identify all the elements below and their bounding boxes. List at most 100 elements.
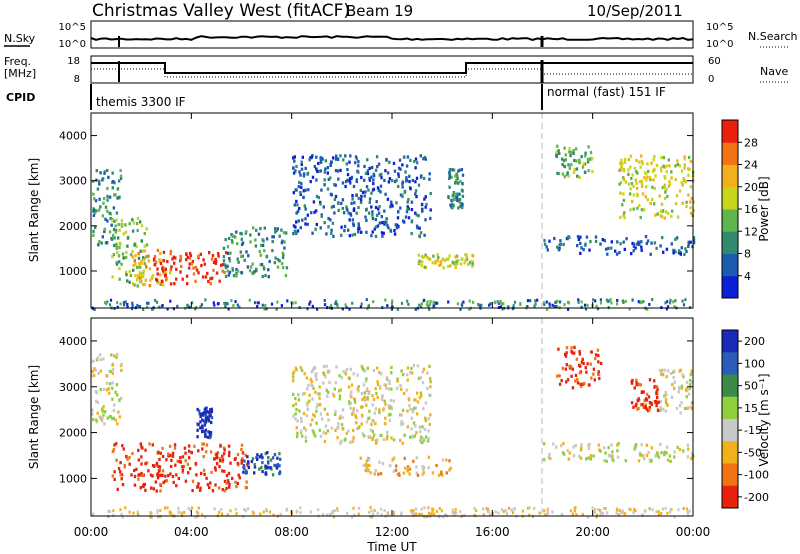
scatter-cell	[589, 150, 593, 155]
scatter-cell	[262, 265, 265, 269]
scatter-cell	[313, 164, 316, 169]
scatter-cell	[400, 387, 403, 391]
scatter-cell	[193, 444, 196, 448]
scatter-cell	[111, 219, 114, 223]
scatter-cell	[618, 182, 621, 186]
ground-scatter-point	[442, 515, 445, 519]
ground-scatter-point	[669, 508, 672, 512]
ground-scatter-point	[420, 512, 423, 516]
scatter-cell	[147, 254, 150, 258]
scatter-cell	[102, 197, 106, 201]
ground-scatter-point	[218, 510, 221, 514]
scatter-cell	[416, 473, 420, 477]
scatter-cell	[315, 405, 318, 409]
scatter-cell	[646, 409, 650, 413]
scatter-cell	[201, 411, 204, 416]
ground-scatter-point	[474, 509, 478, 513]
scatter-cell	[114, 193, 117, 197]
ground-scatter-point	[309, 510, 312, 514]
scatter-cell	[122, 447, 125, 451]
scatter-cell	[666, 403, 669, 407]
scatter-cell	[323, 178, 326, 182]
scatter-cell	[424, 205, 427, 209]
scatter-cell	[208, 251, 211, 255]
scatter-cell	[655, 246, 658, 250]
scatter-cell	[435, 463, 438, 468]
ground-scatter-point	[306, 307, 309, 311]
scatter-cell	[405, 210, 409, 214]
scatter-cell	[156, 272, 159, 276]
scatter-cell	[118, 267, 121, 271]
scatter-cell	[561, 172, 565, 176]
ground-scatter-point	[235, 512, 238, 516]
scatter-cell	[217, 486, 221, 490]
scatter-cell	[578, 363, 581, 367]
scatter-cell	[680, 181, 683, 185]
scatter-cell	[106, 194, 109, 198]
scatter-cell	[120, 362, 123, 367]
scatter-cell	[573, 168, 576, 172]
scatter-cell	[119, 174, 123, 178]
scatter-cell	[376, 213, 379, 217]
scatter-cell	[577, 237, 581, 241]
scatter-cell	[398, 158, 402, 162]
scatter-cell	[643, 208, 646, 212]
scatter-cell	[326, 394, 329, 398]
scatter-cell	[585, 457, 588, 461]
scatter-cell	[94, 368, 97, 372]
scatter-cell	[414, 180, 417, 184]
ground-scatter-point	[357, 512, 360, 516]
scatter-cell	[623, 247, 626, 251]
scatter-cell	[454, 265, 457, 269]
scatter-cell	[458, 198, 462, 202]
scatter-cell	[555, 153, 559, 157]
scatter-cell	[341, 416, 344, 420]
scatter-cell	[129, 253, 133, 257]
scatter-cell	[357, 426, 360, 430]
scatter-cell	[590, 350, 593, 354]
ground-scatter-point	[197, 506, 200, 510]
ground-scatter-point	[126, 305, 129, 309]
scatter-cell	[389, 229, 393, 233]
scatter-cell	[159, 251, 162, 256]
scatter-cell	[392, 161, 396, 165]
scatter-cell	[303, 426, 306, 430]
scatter-cell	[441, 473, 444, 477]
scatter-cell	[157, 469, 161, 473]
scatter-cell	[311, 397, 314, 401]
scatter-cell	[681, 373, 684, 377]
scatter-cell	[259, 263, 262, 267]
ground-scatter-point	[583, 303, 587, 307]
scatter-cell	[659, 214, 662, 218]
scatter-cell	[674, 178, 677, 182]
scatter-cell	[563, 165, 567, 169]
ground-scatter-point	[502, 510, 505, 514]
ground-scatter-point	[432, 303, 435, 307]
scatter-cell	[635, 181, 638, 185]
colorbar-swatch	[722, 253, 738, 277]
scatter-cell	[345, 205, 348, 209]
scatter-cell	[381, 221, 384, 225]
ground-scatter-point	[427, 511, 431, 515]
scatter-cell	[390, 407, 393, 411]
scatter-cell	[185, 274, 189, 278]
scatter-cell	[632, 244, 636, 248]
scatter-cell	[164, 274, 167, 278]
ground-scatter-point	[194, 515, 197, 519]
scatter-cell	[151, 274, 155, 278]
scatter-cell	[124, 230, 128, 234]
scatter-cell	[187, 266, 191, 270]
scatter-cell	[154, 463, 158, 467]
scatter-cell	[172, 480, 175, 484]
noise-right-tick-bottom: 10^0	[706, 39, 733, 50]
scatter-cell	[659, 442, 662, 446]
scatter-cell	[449, 466, 452, 470]
scatter-cell	[557, 172, 561, 176]
scatter-cell	[340, 225, 343, 229]
scatter-cell	[622, 192, 625, 196]
ground-scatter-point	[512, 511, 515, 515]
scatter-cell	[155, 489, 158, 493]
ground-scatter-point	[299, 511, 302, 515]
scatter-cell	[216, 462, 219, 466]
scatter-cell	[663, 216, 667, 220]
